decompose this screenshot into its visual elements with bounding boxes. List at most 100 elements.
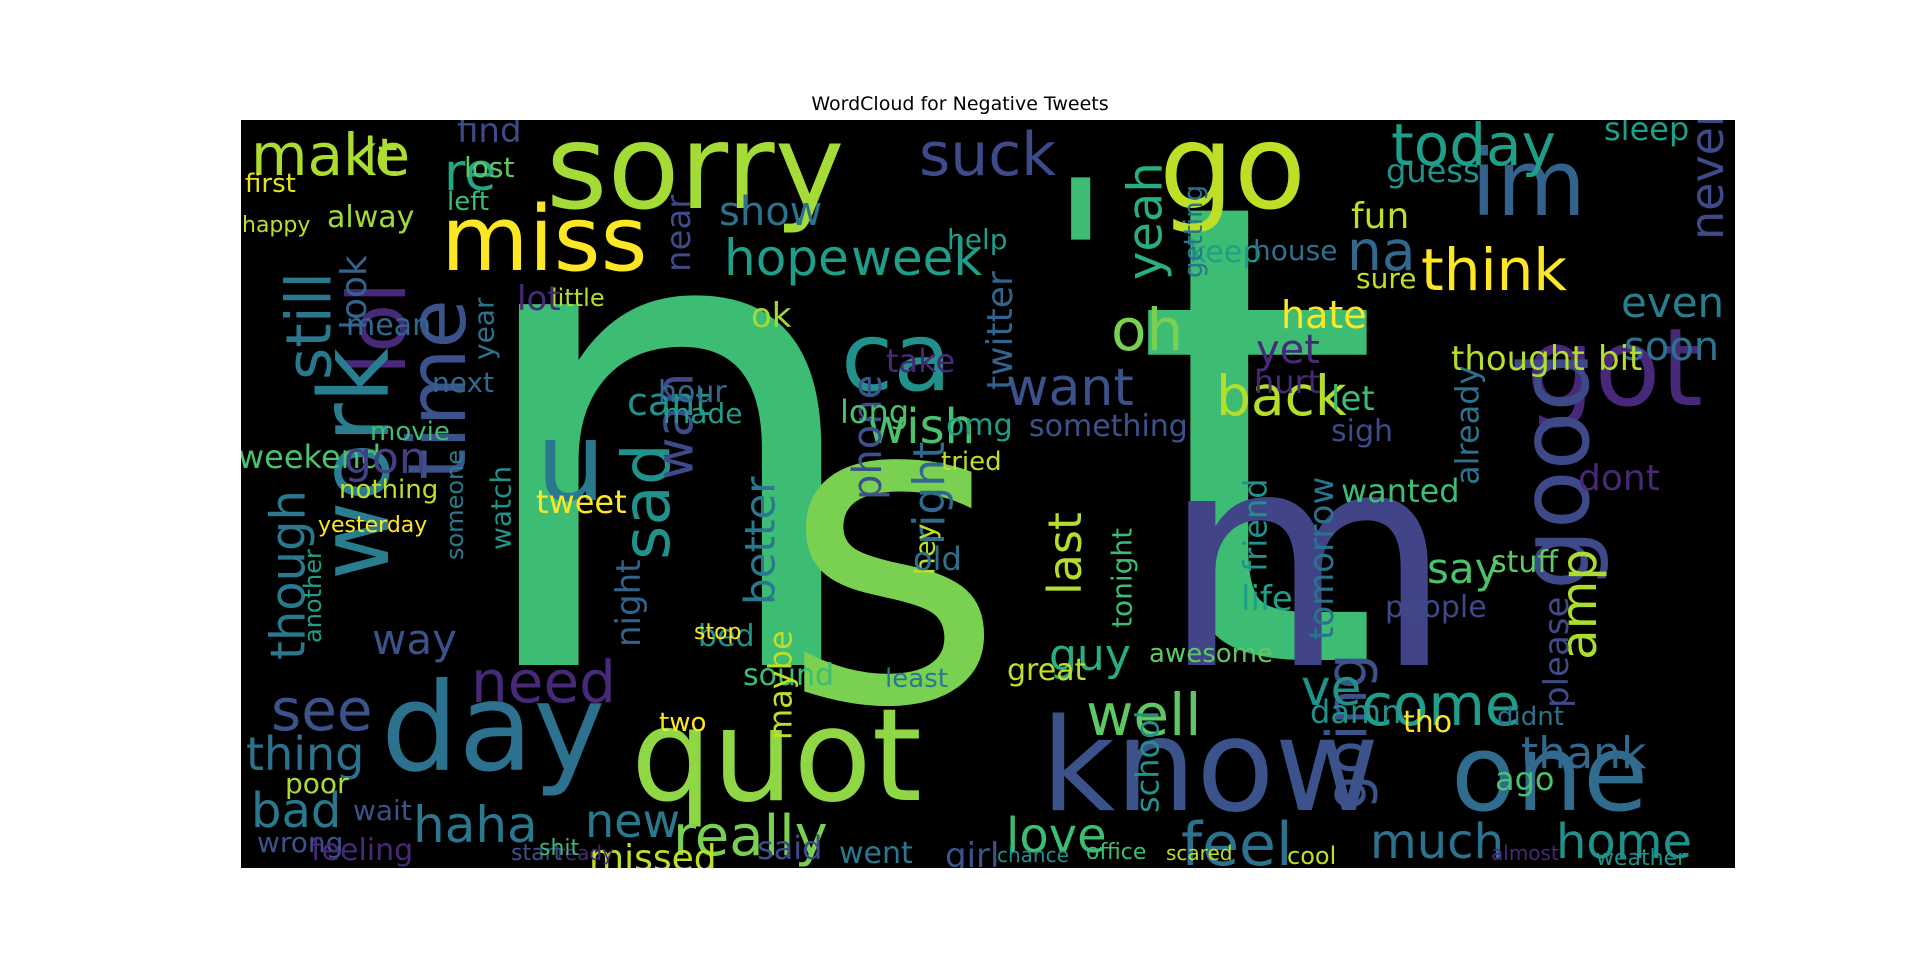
- word-yet: yet: [1256, 327, 1320, 373]
- word-ready: ready: [557, 841, 614, 865]
- word-though: though: [260, 490, 316, 660]
- word-weather: weather: [1596, 846, 1687, 868]
- word-wrong: wrong: [257, 826, 343, 859]
- word-feel: feel: [1181, 810, 1293, 868]
- word-old: old: [913, 540, 962, 578]
- word-maybe: maybe: [762, 630, 800, 740]
- word-time: time: [391, 299, 484, 480]
- word-ca: ca: [841, 303, 951, 413]
- word-na: na: [1347, 219, 1416, 283]
- word-hour: hour: [658, 375, 727, 410]
- word-find: find: [457, 120, 522, 151]
- word-think: think: [1421, 236, 1567, 304]
- word-yeah: yeah: [1117, 162, 1173, 280]
- word-another: another: [299, 549, 327, 643]
- word-work: work: [299, 347, 411, 580]
- word-almost: almost: [1491, 841, 1559, 865]
- word-miss: miss: [441, 187, 647, 292]
- word-poor: poor: [285, 767, 349, 800]
- word-guy: guy: [1049, 630, 1131, 681]
- word-next: next: [432, 366, 494, 399]
- word-never: never: [1680, 120, 1734, 240]
- word-home: home: [1556, 814, 1692, 868]
- word-well: well: [1086, 681, 1201, 749]
- word-go: go: [1159, 120, 1306, 236]
- word-soon: soon: [1624, 324, 1719, 370]
- word-im: im: [1471, 130, 1586, 237]
- word-help: help: [947, 223, 1008, 256]
- word-nothing: nothing: [339, 475, 438, 505]
- word-u: u: [536, 398, 606, 526]
- word-movie: movie: [370, 417, 450, 447]
- word-sleep: sleep: [1604, 120, 1689, 148]
- word-keep: keep: [1189, 235, 1261, 270]
- word-watch: watch: [484, 466, 517, 550]
- word-phone: phone: [845, 375, 891, 500]
- word-sad: sad: [608, 443, 685, 560]
- word-last: last: [1038, 512, 1092, 595]
- chart-title: WordCloud for Negative Tweets: [811, 93, 1109, 115]
- word-someone: someone: [441, 450, 469, 560]
- word-year: year: [467, 297, 500, 360]
- word-going: going: [1315, 654, 1380, 810]
- word-hurt: hurt: [1254, 363, 1320, 401]
- word-hey: hey: [908, 523, 941, 575]
- word-haha: haha: [413, 796, 538, 854]
- word-missed: missed: [589, 838, 717, 868]
- word-way: way: [372, 615, 457, 664]
- word-show: show: [719, 189, 822, 235]
- word-tweet: tweet: [536, 483, 627, 521]
- word-right: right: [904, 442, 955, 545]
- word-twitter: twitter: [980, 271, 1021, 390]
- word-went: went: [839, 836, 913, 868]
- word-awesome: awesome: [1149, 639, 1273, 669]
- word-wan: wan: [646, 373, 706, 480]
- word-want: want: [1006, 358, 1134, 418]
- word-quot: quot: [631, 682, 922, 831]
- word-much: much: [1370, 814, 1504, 868]
- word-friend: friend: [1237, 478, 1275, 572]
- word-already: already: [1449, 366, 1487, 486]
- word-hope: hope: [724, 229, 849, 287]
- word-sound: sound: [743, 658, 834, 693]
- word-ago: ago: [1495, 760, 1555, 798]
- word-feeling: feeling: [311, 833, 413, 868]
- word-least: least: [885, 664, 948, 694]
- word-tho: tho: [1403, 705, 1452, 740]
- word-week: week: [851, 229, 982, 287]
- word-really: really: [673, 804, 828, 868]
- word-lol: lol: [331, 282, 424, 375]
- word-hate: hate: [1281, 293, 1367, 337]
- word-lost: lost: [464, 151, 514, 184]
- word-said: said: [757, 829, 822, 867]
- word-stuff: stuff: [1491, 545, 1559, 580]
- word-love: love: [1006, 808, 1107, 864]
- word-lt: lt: [363, 128, 398, 188]
- word-ok: ok: [751, 296, 792, 336]
- word-need: need: [471, 648, 616, 716]
- word-amp: amp: [1550, 549, 1608, 660]
- word-sigh: sigh: [1331, 414, 1393, 449]
- word-gon: gon: [344, 433, 427, 484]
- wordcloud-canvas: n s t m ' sorry go im miss lol work still time day quo…: [241, 120, 1735, 868]
- word-m: m: [1161, 387, 1453, 736]
- word-bed: bed: [698, 619, 755, 654]
- word-bad: bad: [251, 783, 341, 839]
- word-omg: omg: [946, 408, 1013, 443]
- word-night: night: [609, 560, 649, 647]
- word-made: made: [663, 397, 742, 430]
- word-good: good: [1499, 351, 1611, 590]
- word-yesterday: yesterday: [318, 513, 427, 538]
- word-start: start: [511, 841, 563, 866]
- word-near: near: [659, 195, 699, 272]
- word-apostrophe: ': [1049, 133, 1112, 400]
- word-wait: wait: [353, 794, 412, 827]
- word-see: see: [271, 676, 373, 744]
- word-school: school: [1129, 710, 1167, 813]
- word-damn: damn: [1310, 693, 1401, 731]
- word-look: look: [334, 255, 375, 330]
- word-stop: stop: [694, 620, 742, 645]
- word-dont: dont: [1578, 458, 1660, 499]
- word-tonight: tonight: [1105, 528, 1138, 628]
